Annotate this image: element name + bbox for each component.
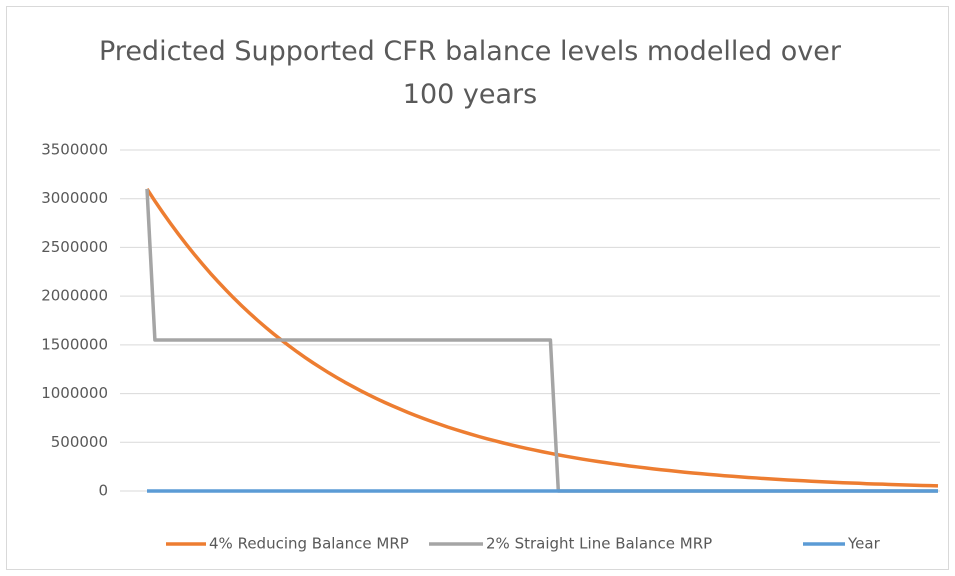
legend-label: Year (847, 535, 881, 553)
y-tick-label: 2500000 (41, 238, 108, 256)
chart-title: Predicted Supported CFR balance levels m… (99, 36, 841, 110)
y-tick-label: 3000000 (41, 189, 108, 207)
legend-label: 4% Reducing Balance MRP (209, 535, 409, 553)
y-tick-label: 500000 (51, 433, 108, 451)
y-tick-label: 1500000 (41, 335, 108, 353)
legend-label: 2% Straight Line Balance MRP (486, 535, 712, 553)
series-line (145, 188, 939, 488)
chart-border (6, 6, 949, 570)
y-tick-label: 1000000 (41, 384, 108, 402)
y-tick-label: 3500000 (41, 141, 108, 159)
series-line (145, 188, 938, 493)
y-tick-label: 2000000 (41, 287, 108, 305)
y-tick-label: 0 (98, 482, 108, 500)
